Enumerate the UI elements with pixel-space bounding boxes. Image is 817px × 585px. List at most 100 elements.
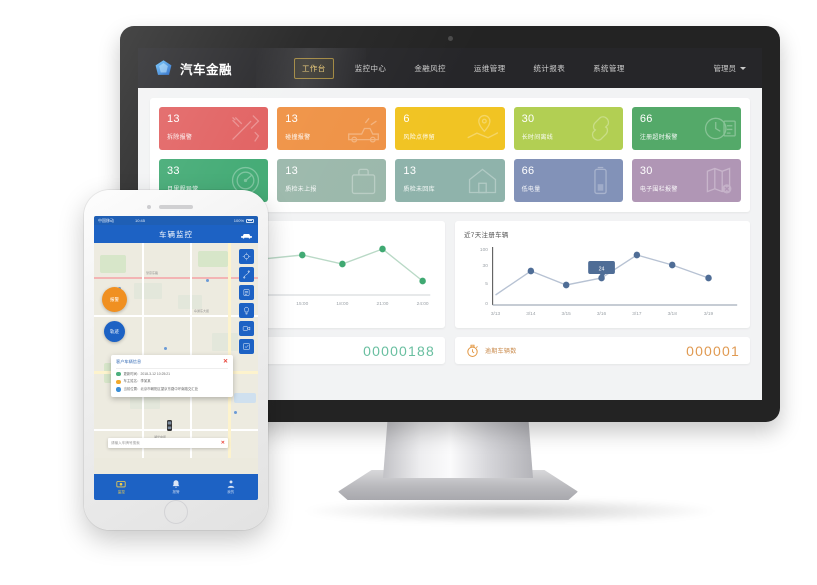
stat-card-row-1: 13 拆除报警 13 碰撞报警 [159,107,742,150]
y-tick: 100 [480,247,488,253]
phone-status-bar: 中国移动 10:45 100% [94,216,258,225]
bell-icon [172,480,180,488]
stat-label: 低电量 [521,187,541,194]
stat-card-tamper-alarm[interactable]: 13 拆除报警 [159,107,269,150]
nav-item-financial-risk[interactable]: 金融风控 [414,63,446,73]
stat-label: 拆除报警 [167,135,193,142]
stat-label: 碰撞报警 [285,135,311,142]
stat-value: 13 [167,113,180,125]
video-icon[interactable] [239,321,254,336]
y-tick: 0 [485,301,488,307]
chart-plot-right: 100 30 5 0 [464,241,741,325]
counter-label-overdue: 逾期车辆数 [485,349,517,355]
stat-value: 13 [285,165,299,177]
briefcase-icon [345,162,382,199]
stat-card-geofence-alarm[interactable]: 30 电子围栏报警 [631,159,742,202]
nav-list: 工作台 监控中心 金融风控 运维管理 统计报表 系统管理 [294,57,632,79]
route-icon[interactable] [239,267,254,282]
popup-row: 车主姓名：李某某 [116,379,228,385]
stat-card-inspection-not-returned[interactable]: 13 质检未回库 [395,159,505,202]
x-tick: 3/18 [668,311,678,317]
phone-app-title: 车辆监控 [159,229,193,239]
stat-value: 30 [521,113,535,125]
webcam-icon [447,36,453,41]
car-marker-icon[interactable] [166,419,173,432]
popup-row-text: 更新时间：2018-3-12 10:25:21 [123,371,171,376]
alarm-fab[interactable]: 报警 [102,287,127,312]
phone-map-view[interactable]: 望京东路 阜通东大街 广顺北大街 湖光中街 报警 轨迹 [94,243,258,458]
stat-value: 6 [403,113,410,125]
stat-value: 33 [167,165,180,177]
nav-item-statistics-report[interactable]: 统计报表 [533,63,566,73]
status-battery-percent: 100% [233,218,244,223]
phone-tab-bar: 监控 报警 我的 [94,474,258,500]
monitor-shadow [300,498,720,524]
nav-item-ops-management[interactable]: 运维管理 [473,63,506,73]
tab-profile[interactable]: 我的 [203,479,258,496]
tab-label: 报警 [172,490,180,495]
stat-card-inspection-not-reported[interactable]: 13 质检未上报 [277,159,387,202]
stat-value: 13 [403,165,417,177]
locate-icon[interactable] [239,249,254,264]
popup-row: 更新时间：2018-3-12 10:25:21 [116,372,228,377]
x-tick: 24:00 [417,301,429,307]
x-tick: 3/13 [491,311,501,317]
x-tick: 3/16 [597,311,607,317]
check-icon[interactable] [239,339,254,354]
house-icon [464,162,501,199]
diamond-logo-icon [155,59,172,75]
stat-card-row-2: 33 月里程异常 13 质检未上报 [159,159,742,202]
map-label: 望京东路 [146,271,159,275]
x-tick: 3/15 [562,311,572,317]
stat-label: 质检未回库 [403,187,435,194]
stat-card-long-offline[interactable]: 30 长时间离线 [513,107,623,150]
stat-card-collision-alarm[interactable]: 13 碰撞报警 [277,107,387,150]
y-tick: 30 [483,263,489,269]
link-chain-icon [582,110,619,147]
brand-name: 汽车金融 [180,62,233,77]
monitor-stand-neck [383,420,533,478]
owner-icon [116,379,121,385]
stat-value: 13 [285,113,299,125]
user-icon [227,480,235,488]
list-icon[interactable] [239,285,254,300]
counter-value-total: 00000188 [363,342,435,359]
popup-header: 客户车辆信息 ✕ [116,359,228,369]
tab-monitor[interactable]: 监控 [94,479,149,496]
map-label: 湖光中街 [154,435,167,439]
counter-card-overdue: 逾期车辆数 000001 [455,337,750,364]
stat-card-risk-point-stay[interactable]: 6 风险点停留 [395,107,505,150]
bulb-icon[interactable] [239,303,254,318]
phone-device: 中国移动 10:45 100% 车辆监控 [84,190,268,530]
x-tick: 21:00 [377,301,389,307]
tools-icon [227,110,264,147]
stat-value: 66 [521,165,535,177]
clock-badge-icon [700,110,737,147]
brand[interactable]: 汽车金融 [154,59,272,78]
tab-label: 监控 [117,490,125,495]
nav-item-system-management[interactable]: 系统管理 [593,63,625,73]
stat-label: 长时间离线 [521,135,554,142]
track-fab[interactable]: 轨迹 [104,321,125,342]
chart-card-registrations: 近7天注册车辆 100 30 5 0 [455,221,750,328]
car-icon[interactable] [240,229,253,240]
status-carrier: 中国移动 [98,217,114,223]
stat-card-register-timeout[interactable]: 66 注册超时报警 [631,107,742,150]
tab-alarm[interactable]: 报警 [149,479,204,496]
y-tick: 5 [485,281,488,287]
x-tick: 15:00 [296,301,308,307]
stat-label: 注册超时报警 [639,135,678,142]
stat-card-low-battery[interactable]: 66 低电量 [513,159,623,202]
search-input[interactable]: 请输入车牌号搜索 ✕ [108,438,228,448]
nav-item-monitor-center[interactable]: 监控中心 [354,63,387,73]
battery-icon [246,218,254,223]
nav-item-workbench[interactable]: 工作台 [294,57,334,79]
close-icon[interactable]: ✕ [222,359,228,365]
clear-icon[interactable]: ✕ [220,440,225,446]
user-menu[interactable]: 管理员 [714,63,746,74]
vehicle-info-popup: 客户车辆信息 ✕ 更新时间：2018-3-12 10:25:21 车主姓名：李某… [111,355,233,397]
battery-icon [582,162,619,199]
stat-label: 风险点停留 [403,135,435,142]
phone-home-button[interactable] [164,500,188,524]
